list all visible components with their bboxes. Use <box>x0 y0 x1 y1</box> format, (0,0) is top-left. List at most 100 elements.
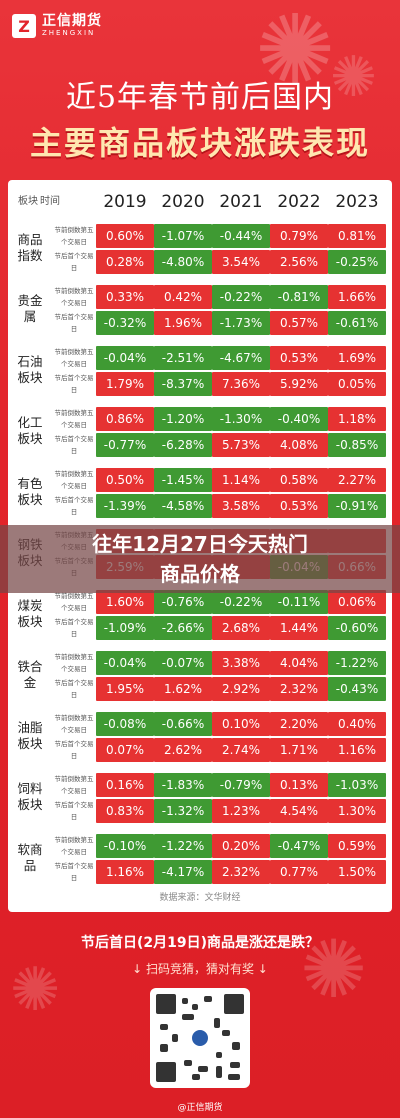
value-cell: 2.68% <box>212 616 270 640</box>
value-cell: 0.81% <box>328 224 386 248</box>
sector-group: 软商品 节前倒数第五个交易日 -0.10% -1.22% 0.20% -0.47% 0.59… <box>8 830 392 886</box>
time-label: 节前倒数第五个交易日 <box>54 409 94 429</box>
footer-brand: @正信期货 <box>177 1103 223 1113</box>
value-cell: -0.04% <box>96 346 154 370</box>
page-title-line2: 主要商品板块涨跌表现 <box>29 124 370 162</box>
value-cell: 0.58% <box>270 468 328 492</box>
value-cell: -1.83% <box>154 773 212 797</box>
value-cell: 7.36% <box>212 372 270 396</box>
qr-code[interactable] <box>150 988 250 1088</box>
value-cell: 4.04% <box>270 651 328 675</box>
header-year: 2022 <box>277 192 321 212</box>
value-cell: 0.77% <box>270 860 328 884</box>
value-cell: 0.83% <box>96 799 154 823</box>
value-cell: 0.86% <box>96 407 154 431</box>
value-cell: -1.22% <box>154 834 212 858</box>
value-cell: 2.20% <box>270 712 328 736</box>
time-label: 节后首个交易日 <box>54 679 94 699</box>
value-cell: 1.96% <box>154 311 212 335</box>
qr-module <box>216 1052 222 1058</box>
time-label: 节后首个交易日 <box>54 740 94 760</box>
cta-question: 节后首日(2月19日)商品是涨还是跌？ <box>80 935 320 951</box>
time-label: 节前倒数第五个交易日 <box>54 470 94 490</box>
time-label: 节前倒数第五个交易日 <box>54 836 94 856</box>
table-row: 节前倒数第五个交易日 0.50% -1.45% 1.14% 0.58% 2.27% <box>8 468 392 492</box>
brand-name-cn: 正信期货 <box>42 13 102 30</box>
value-cell: -4.17% <box>154 860 212 884</box>
value-cell: 2.32% <box>212 860 270 884</box>
value-cell: -8.37% <box>154 372 212 396</box>
firework-icon: ✺ <box>330 45 377 110</box>
time-label: 节前倒数第五个交易日 <box>54 653 94 673</box>
brand-logo: Z 正信期货 ZHENGXIN <box>12 14 102 38</box>
value-cell: -1.39% <box>96 494 154 518</box>
value-cell: 0.20% <box>212 834 270 858</box>
value-cell: -0.76% <box>154 590 212 614</box>
qr-module <box>182 1014 194 1020</box>
value-cell: -0.60% <box>328 616 386 640</box>
value-cell: 0.05% <box>328 372 386 396</box>
qr-module <box>228 1074 240 1080</box>
overlay-banner[interactable]: 往年12月27日今天热门 商品价格 <box>0 525 400 593</box>
firework-icon: ✺ <box>255 0 336 106</box>
value-cell: 3.58% <box>212 494 270 518</box>
value-cell: -0.79% <box>212 773 270 797</box>
sector-label: 油脂板块 <box>17 719 43 751</box>
header-year: 2021 <box>219 192 263 212</box>
qr-module <box>156 1062 176 1082</box>
value-cell: -0.43% <box>328 677 386 701</box>
header-year: 2023 <box>335 192 379 212</box>
table-row: 节前倒数第五个交易日 0.86% -1.20% -1.30% -0.40% 1.18% <box>8 407 392 431</box>
value-cell: 0.42% <box>154 285 212 309</box>
time-label: 节后首个交易日 <box>54 862 94 882</box>
table-header: 板块 时间 2019 2020 2021 2022 2023 <box>8 190 392 214</box>
value-cell: 1.71% <box>270 738 328 762</box>
time-label: 节后首个交易日 <box>54 252 94 272</box>
sector-label: 商品指数 <box>17 231 43 263</box>
value-cell: -0.85% <box>328 433 386 457</box>
value-cell: 1.18% <box>328 407 386 431</box>
value-cell: -1.20% <box>154 407 212 431</box>
value-cell: 1.30% <box>328 799 386 823</box>
value-cell: 0.50% <box>96 468 154 492</box>
value-cell: 3.38% <box>212 651 270 675</box>
table-row: 节前倒数第五个交易日 -0.04% -2.51% -4.67% 0.53% 1.69% <box>8 346 392 370</box>
table-row: 节前倒数第五个交易日 0.16% -1.83% -0.79% 0.13% -1.03% <box>8 773 392 797</box>
qr-module <box>216 1066 222 1078</box>
header-year: 2019 <box>103 192 147 212</box>
firework-icon: ✺ <box>300 923 368 1016</box>
qr-module <box>230 1062 240 1068</box>
value-cell: 0.57% <box>270 311 328 335</box>
value-cell: 0.53% <box>270 494 328 518</box>
time-label: 节后首个交易日 <box>54 374 94 394</box>
value-cell: 0.40% <box>328 712 386 736</box>
table-row: 节前倒数第五个交易日 1.60% -0.76% -0.22% -0.11% 0.06% <box>8 590 392 614</box>
time-label: 节前倒数第五个交易日 <box>54 714 94 734</box>
value-cell: 0.13% <box>270 773 328 797</box>
value-cell: 5.73% <box>212 433 270 457</box>
time-label: 节后首个交易日 <box>54 496 94 516</box>
banner-line2: 商品价格 <box>160 562 240 586</box>
sector-group: 油脂板块 节前倒数第五个交易日 -0.08% -0.66% 0.10% 2.20% 0.40… <box>8 708 392 764</box>
qr-module <box>232 1042 240 1050</box>
value-cell: -0.22% <box>212 590 270 614</box>
table-row: 节前倒数第五个交易日 0.33% 0.42% -0.22% -0.81% 1.66% <box>8 285 392 309</box>
value-cell: 5.92% <box>270 372 328 396</box>
value-cell: -0.07% <box>154 651 212 675</box>
value-cell: -0.47% <box>270 834 328 858</box>
sector-label: 石油板块 <box>17 353 43 385</box>
qr-module <box>182 998 188 1004</box>
time-label: 节后首个交易日 <box>54 801 94 821</box>
value-cell: -0.81% <box>270 285 328 309</box>
value-cell: 1.79% <box>96 372 154 396</box>
time-label: 节后首个交易日 <box>54 618 94 638</box>
value-cell: 2.74% <box>212 738 270 762</box>
value-cell: -6.28% <box>154 433 212 457</box>
time-label: 节前倒数第五个交易日 <box>54 226 94 246</box>
zhengxin-logo-icon: Z <box>12 14 36 38</box>
sector-group: 有色板块 节前倒数第五个交易日 0.50% -1.45% 1.14% 0.58% 2.27%… <box>8 464 392 520</box>
table-row: 节后首个交易日 0.07% 2.62% 2.74% 1.71% 1.16% <box>8 738 392 762</box>
table-row: 节后首个交易日 -1.09% -2.66% 2.68% 1.44% -0.60% <box>8 616 392 640</box>
value-cell: -0.44% <box>212 224 270 248</box>
qr-avatar <box>189 1027 211 1049</box>
